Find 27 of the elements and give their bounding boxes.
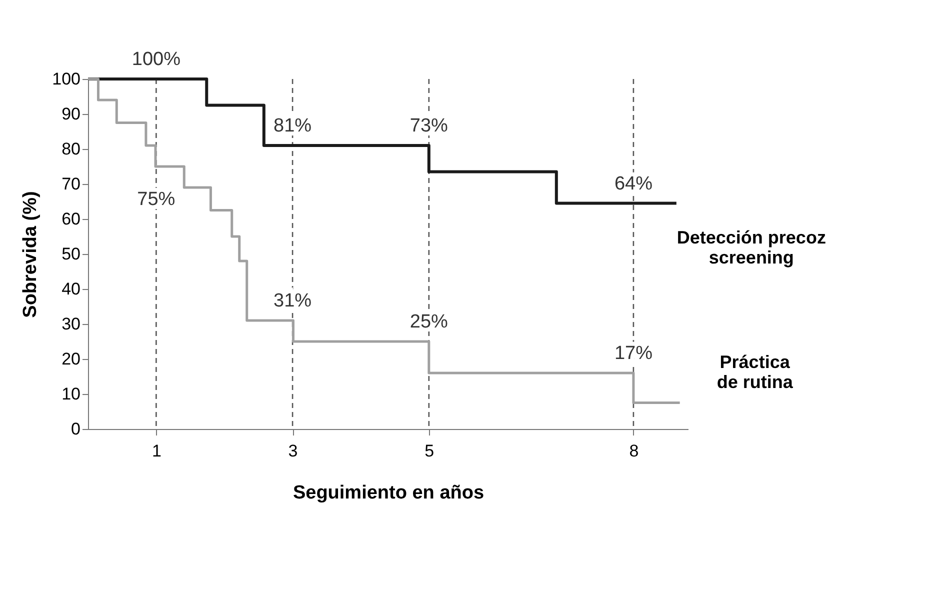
- annotation: 75%: [137, 189, 176, 210]
- annotation: 73%: [410, 116, 448, 136]
- y-tick-label: 10: [62, 384, 80, 404]
- series-label: Detección precoz screening: [676, 227, 826, 268]
- y-tick-label: 40: [62, 280, 80, 298]
- annotation: 31%: [274, 290, 312, 312]
- y-tick-label: 80: [62, 140, 80, 158]
- x-axis-title: Seguimiento en años: [292, 482, 484, 504]
- x-tick-label: 3: [288, 442, 298, 460]
- x-tick-label: 1: [152, 442, 162, 460]
- x-tick-label: 5: [424, 442, 434, 460]
- y-tick-label: 90: [62, 104, 80, 124]
- x-tick-label: 8: [629, 442, 639, 460]
- annotation: 100%: [132, 49, 181, 70]
- y-tick-label: 50: [62, 244, 80, 264]
- text: Práctica de rutina: [716, 352, 794, 392]
- y-tick-label: 20: [62, 350, 80, 368]
- y-tick-label: 30: [62, 314, 80, 334]
- y-tick-label: 100: [52, 70, 80, 88]
- y-tick-label: 0: [71, 420, 80, 438]
- y-tick-label: 70: [62, 174, 80, 194]
- annotation: 81%: [274, 116, 312, 136]
- annotation: 17%: [614, 343, 653, 364]
- annotation: 25%: [410, 312, 448, 332]
- annotation: 64%: [614, 173, 653, 194]
- y-axis-title: Sobrevida (%): [20, 191, 42, 318]
- y-tick-label: 60: [62, 210, 80, 228]
